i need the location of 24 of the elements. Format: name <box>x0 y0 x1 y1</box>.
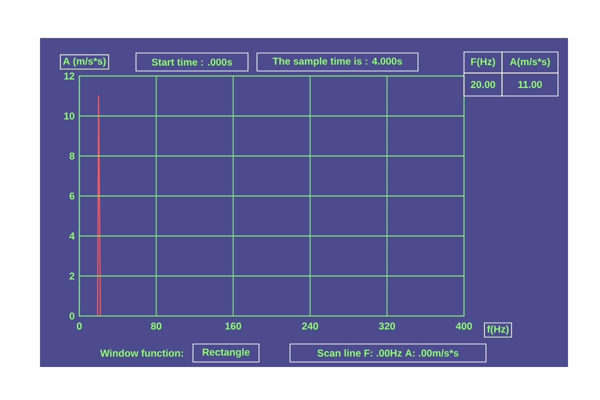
y-tick-label: 8 <box>70 152 74 160</box>
x-tick-label: 240 <box>302 322 318 330</box>
text: A(m/s*s) <box>510 58 550 68</box>
text: The sample time is : 4.000s <box>272 57 402 67</box>
x-tick-label: 0 <box>76 322 82 330</box>
y-tick-label: 4 <box>69 232 75 240</box>
text: Rectangle <box>202 348 250 358</box>
y-tick-label: 2 <box>70 272 74 280</box>
text: F(Hz) <box>471 58 496 68</box>
x-axis-title: f(Hz) <box>487 325 509 335</box>
text: Window function: <box>100 349 183 357</box>
x-tick-label: 400 <box>456 322 472 330</box>
text: 20.00 <box>470 80 496 88</box>
x-tick-label: 160 <box>225 322 242 330</box>
text: 11.00 <box>518 80 542 88</box>
y-tick-label: 10 <box>64 112 74 120</box>
x-tick-label: 320 <box>378 322 395 330</box>
text: Scan line F: .00Hz A: .00m/s*s <box>317 349 458 357</box>
y-tick-label: 6 <box>70 192 74 200</box>
text: Start time : .000s <box>152 58 232 66</box>
y-axis-title: A (m/s*s) <box>63 57 106 67</box>
y-tick-label: 0 <box>70 312 74 320</box>
y-tick-label: 12 <box>64 72 74 80</box>
x-tick-label: 80 <box>150 322 162 330</box>
